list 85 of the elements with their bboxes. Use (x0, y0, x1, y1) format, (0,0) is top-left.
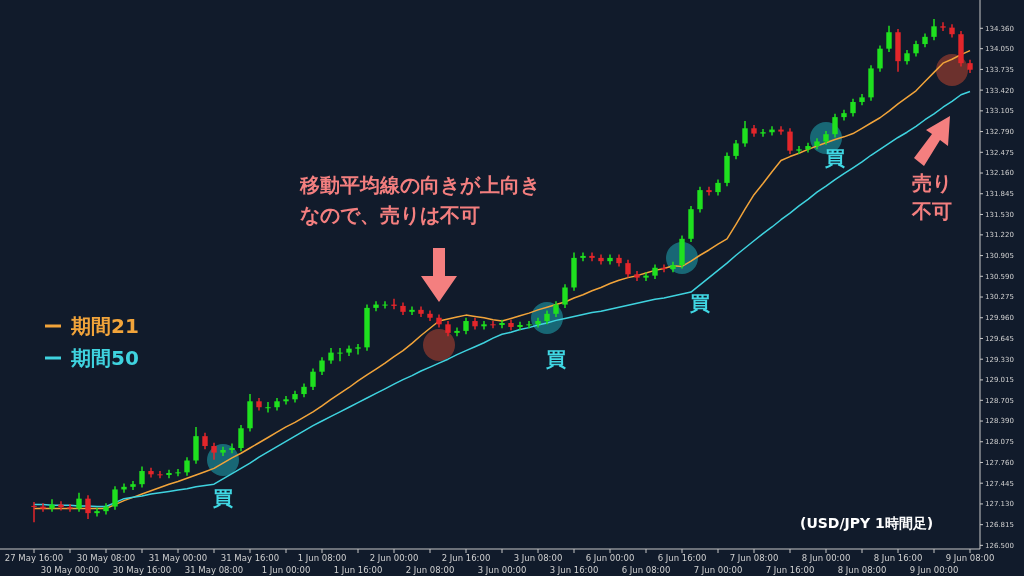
legend-label: 期間50 (70, 346, 139, 370)
candlestick (697, 186, 703, 214)
annotation: 移動平均線の向きが上向きなので、売りは不可 (299, 173, 540, 227)
annotation: 買 (689, 291, 710, 315)
candlestick (580, 251, 586, 262)
x-tick-label: 9 Jun 00:00 (909, 565, 959, 575)
candlestick (67, 503, 73, 513)
candlestick (832, 113, 838, 139)
x-tick-label: 30 May 00:00 (40, 565, 100, 575)
x-tick-label: 30 May 08:00 (76, 553, 136, 563)
candlestick (148, 466, 154, 479)
candlestick (382, 300, 388, 310)
candlestick (283, 395, 289, 406)
candlestick (490, 320, 496, 330)
x-tick-label: 2 Jun 00:00 (369, 553, 419, 563)
x-tick-label: 1 Jun 16:00 (333, 565, 383, 575)
candlestick (85, 494, 91, 520)
candlestick (733, 139, 739, 160)
candlestick (589, 251, 595, 262)
candlestick (373, 300, 379, 312)
x-tick-label: 7 Jun 08:00 (729, 553, 779, 563)
candlestick (184, 456, 190, 477)
x-tick-label: 1 Jun 08:00 (297, 553, 347, 563)
x-tick-label: 3 Jun 08:00 (513, 553, 563, 563)
candlestick (229, 442, 235, 455)
candlestick (409, 305, 415, 316)
x-tick-label: 7 Jun 00:00 (693, 565, 743, 575)
candlestick (778, 125, 784, 136)
x-tick-label: 8 Jun 16:00 (873, 553, 923, 563)
candlestick (337, 347, 343, 362)
annotation: (USD/JPY 1時間足) (800, 515, 934, 531)
candlestick (94, 507, 100, 518)
candlestick (535, 317, 541, 329)
x-tick-label: 7 Jun 16:00 (765, 565, 815, 575)
candlestick (931, 18, 937, 41)
x-tick-label: 8 Jun 08:00 (837, 565, 887, 575)
candlestick (787, 127, 793, 155)
candlestick (76, 491, 82, 513)
candlestick (40, 502, 46, 513)
x-tick-label: 8 Jun 00:00 (801, 553, 851, 563)
candlestick (796, 145, 802, 155)
x-tick-label: 6 Jun 08:00 (621, 565, 671, 575)
candlestick (157, 470, 163, 480)
x-tick-label: 31 May 16:00 (220, 553, 280, 563)
x-tick-label: 31 May 08:00 (184, 565, 244, 575)
candlestick (940, 21, 946, 32)
candlestick (238, 424, 244, 453)
candlestick (310, 367, 316, 391)
x-tick-label: 27 May 16:00 (4, 553, 64, 563)
candlestick (49, 498, 55, 513)
annotation: 買 (824, 146, 845, 170)
x-tick-label: 6 Jun 16:00 (657, 553, 707, 563)
candlestick (499, 318, 505, 330)
candlestick (562, 283, 568, 309)
candlestick (454, 326, 460, 337)
legend-label: 期間21 (70, 314, 139, 338)
candlestick (886, 24, 892, 53)
candlestick (355, 343, 361, 356)
annotation: 買 (212, 486, 233, 510)
candlestick (706, 186, 712, 197)
x-tick-label: 2 Jun 08:00 (405, 565, 455, 575)
candlestick (175, 468, 181, 478)
candlestick (112, 485, 118, 511)
candlestick (166, 468, 172, 480)
candlestick (643, 271, 649, 282)
x-tick-label: 31 May 00:00 (148, 553, 208, 563)
candlestick (742, 120, 748, 148)
x-tick-label: 3 Jun 16:00 (549, 565, 599, 575)
x-tick-label: 3 Jun 00:00 (477, 565, 527, 575)
x-tick-label: 2 Jun 16:00 (441, 553, 491, 563)
candlestick (877, 44, 883, 73)
candlestick (517, 320, 523, 331)
candlestick (31, 501, 37, 524)
x-tick-label: 1 Jun 00:00 (261, 565, 311, 575)
candlestick (805, 142, 811, 154)
x-tick-label: 30 May 16:00 (112, 565, 172, 575)
annotation: 売り不可 (911, 171, 952, 223)
annotation: 買 (545, 347, 566, 371)
x-tick-label: 9 Jun 08:00 (945, 553, 995, 563)
candlestick (526, 320, 532, 330)
candlestick (760, 128, 766, 138)
candlestick (265, 401, 271, 414)
candlestick (481, 320, 487, 331)
x-tick-label: 6 Jun 00:00 (585, 553, 635, 563)
candlestick (139, 465, 145, 489)
